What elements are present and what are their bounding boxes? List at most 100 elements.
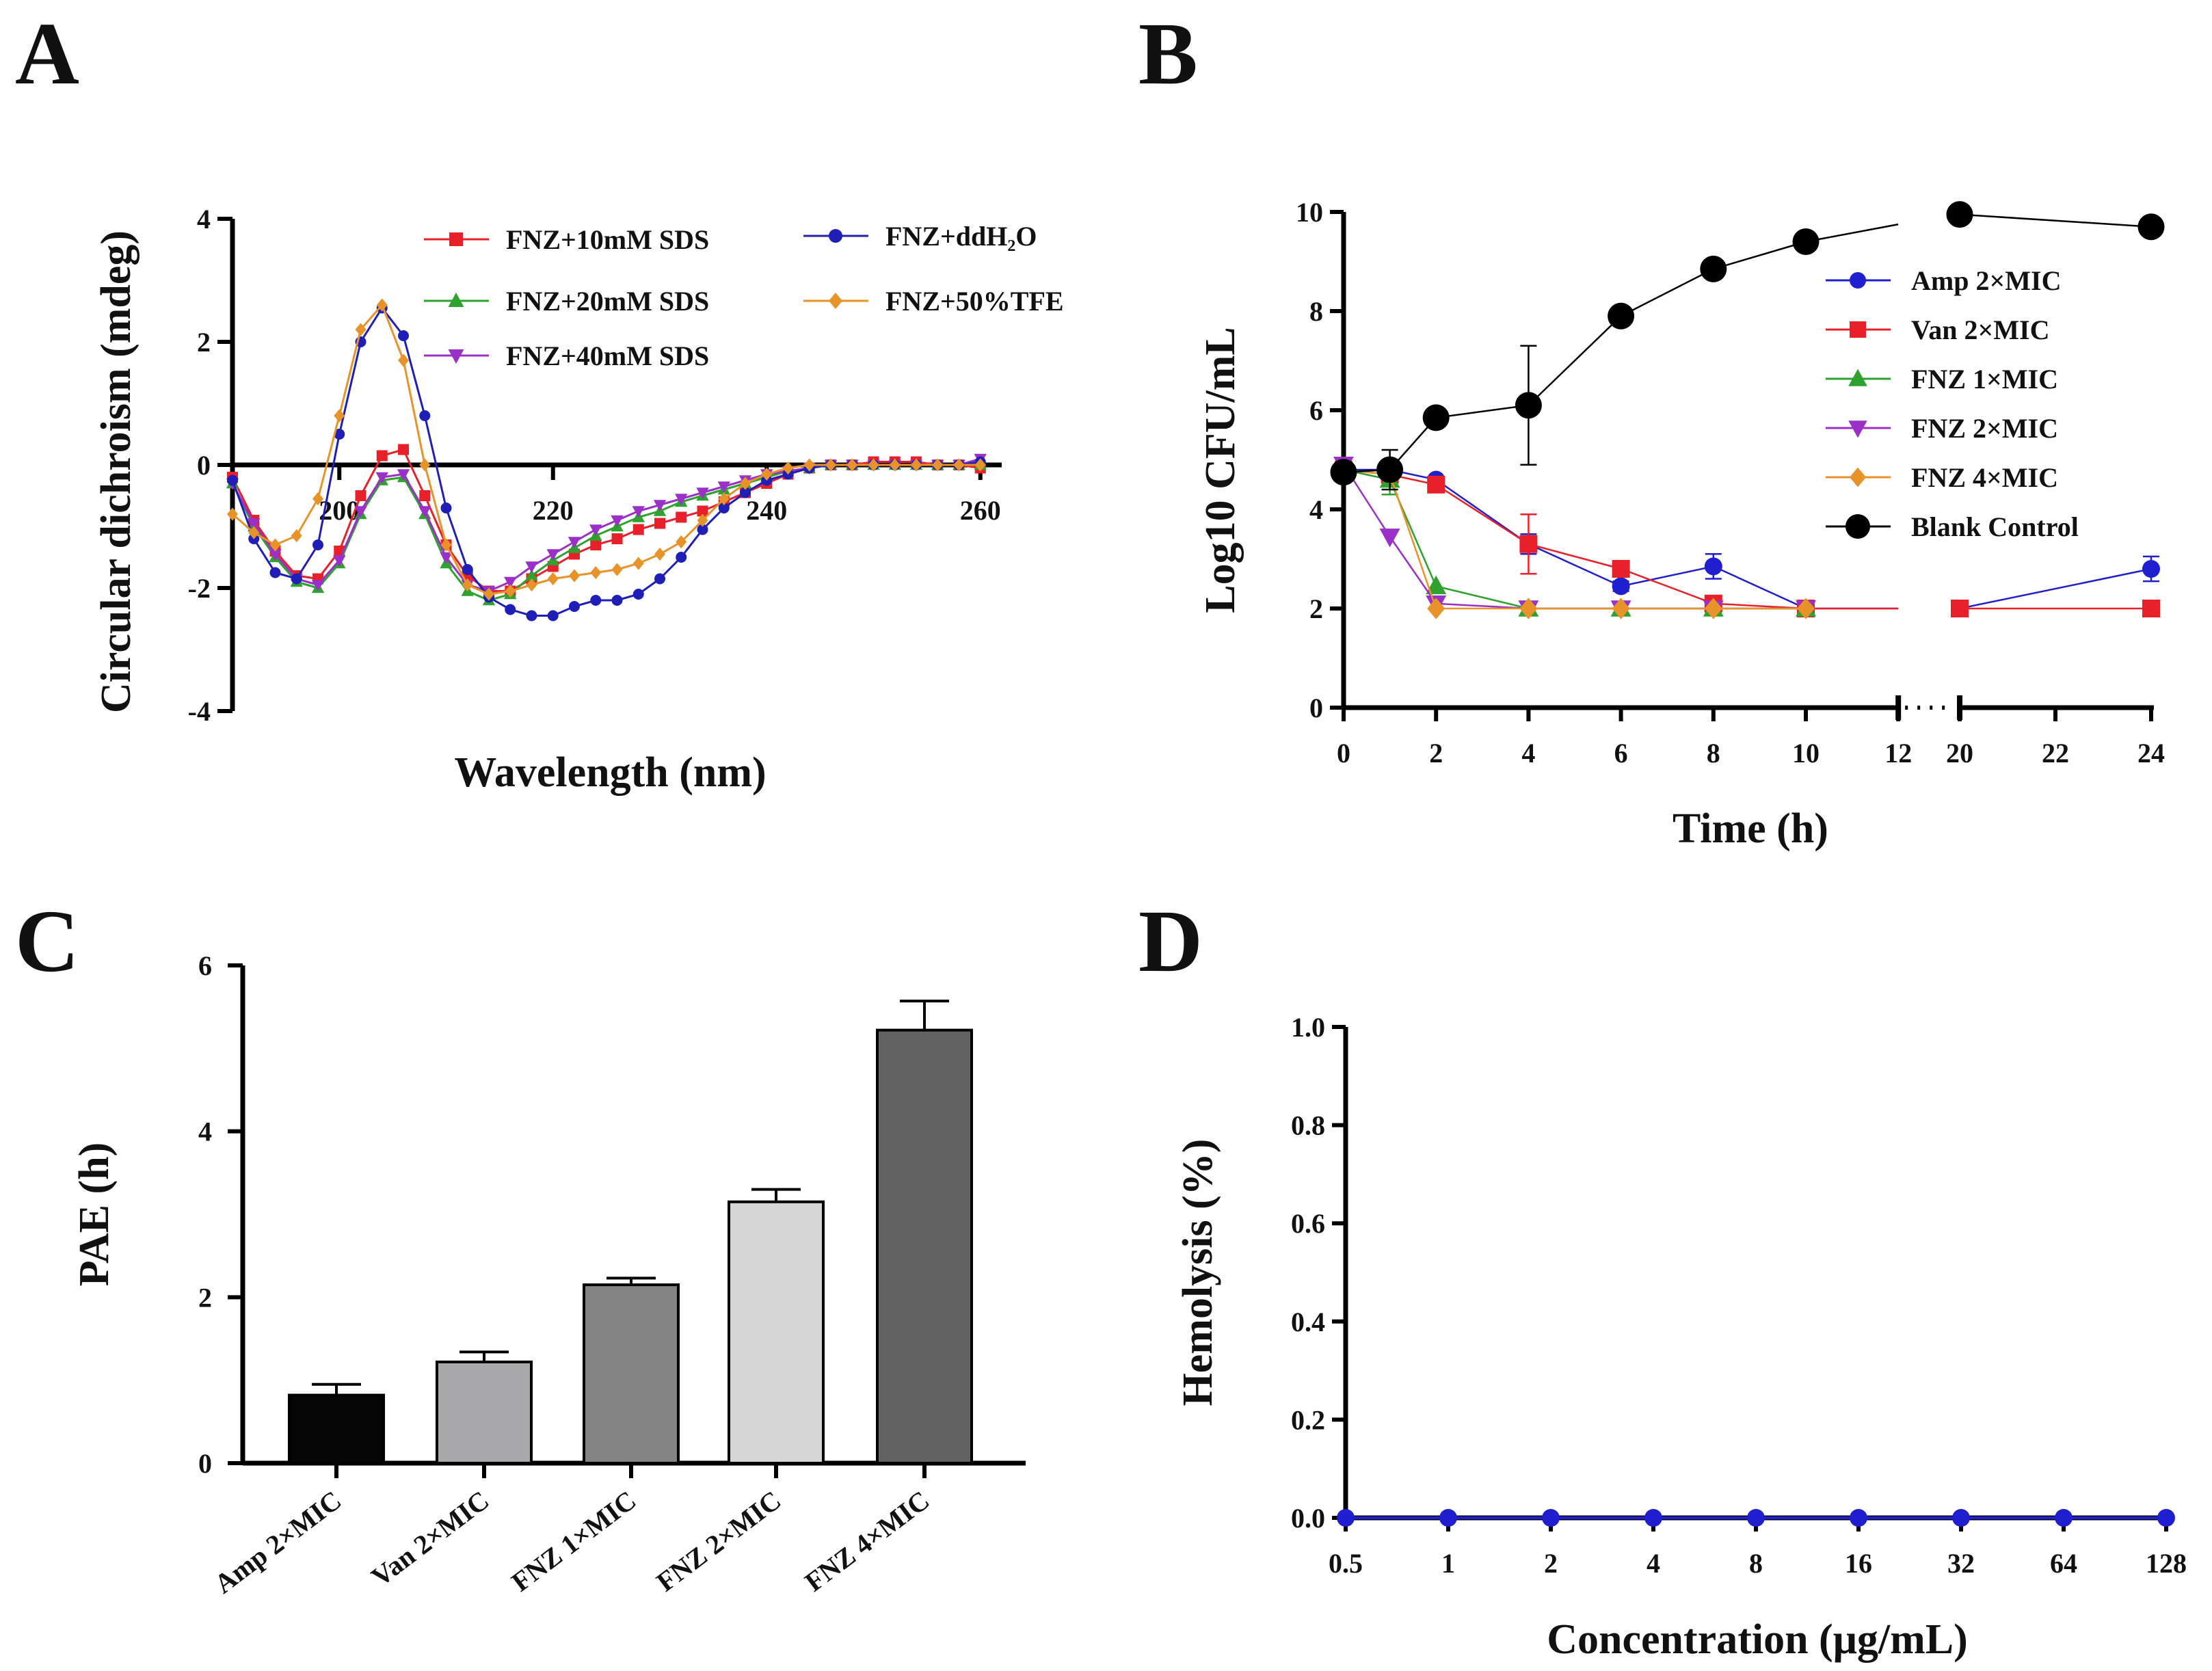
panel-d-point xyxy=(1644,1509,1662,1527)
panel-b-point-fnz-4-mic xyxy=(1612,598,1630,619)
panel-letter-a: A xyxy=(15,5,79,103)
panel-a-point-fnz-50-tfe xyxy=(569,569,580,583)
panel-b-point-van-2-mic xyxy=(1519,535,1538,553)
panel-a-point-fnz-50-tfe xyxy=(611,563,623,576)
panel-d-x-tick-label: 0.5 xyxy=(1329,1548,1363,1579)
panel-b-point-van-2-mic xyxy=(1612,560,1630,578)
panel-b-point-blank-control xyxy=(1700,255,1727,282)
panel-b-point-blank-control xyxy=(1608,302,1635,330)
panel-d-x-tick-label: 8 xyxy=(1749,1548,1763,1579)
panel-a-point-fnz-40mm-sds xyxy=(589,524,602,537)
panel-d-point xyxy=(1542,1509,1560,1527)
panel-d-x-tick-label: 32 xyxy=(1947,1548,1975,1579)
panel-a-point-fnz-50-tfe xyxy=(248,526,260,539)
panel-a-point-fnz-40mm-sds xyxy=(248,518,261,531)
panel-d-y-title: Hemolysis (%) xyxy=(1175,1139,1221,1406)
panel-c-x-tick-label: FNZ 2×MIC xyxy=(651,1484,787,1597)
panel-b-x-tick-label: 12 xyxy=(1884,738,1912,768)
panel-a-point-fnz-40mm-sds xyxy=(546,549,559,561)
panel-a-legend-label: FNZ+10mM SDS xyxy=(506,224,709,255)
panel-a-point-fnz-50-tfe xyxy=(269,538,281,552)
panel-b-point-van-2-mic xyxy=(2142,600,2160,617)
panel-a-legend-label: FNZ+20mM SDS xyxy=(506,286,709,317)
panel-a-point-fnz-40mm-sds xyxy=(269,549,282,561)
panel-a-point-fnz-ddh-o xyxy=(526,610,537,621)
panel-d-y-tick-label: 0.4 xyxy=(1291,1307,1325,1337)
panel-b-point-fnz-4-mic xyxy=(1704,598,1722,619)
panel-letter-c: C xyxy=(15,892,79,991)
panel-b-legend-marker xyxy=(1848,369,1867,386)
panel-b-series-line-blank-control xyxy=(1343,223,1899,473)
panel-a-point-fnz-50-tfe xyxy=(291,529,302,543)
panel-a-point-fnz-40mm-sds xyxy=(418,506,431,518)
panel-c-bar-van-2-mic xyxy=(436,1360,533,1465)
panel-a-point-fnz-50-tfe xyxy=(312,492,323,506)
panel-a-point-fnz-40mm-sds xyxy=(354,506,367,518)
panel-b-point-van-2-mic xyxy=(1951,600,1969,617)
panel-b-point-amp-2-mic xyxy=(2142,560,2160,578)
panel-b-legend-label: Blank Control xyxy=(1911,511,2079,542)
panel-a-point-fnz-40mm-sds xyxy=(397,469,410,481)
panel-b-x-tick-label: 4 xyxy=(1521,738,1535,768)
panel-a-point-fnz-10mm-sds xyxy=(419,490,431,501)
panel-a-point-fnz-50-tfe xyxy=(547,572,559,586)
panel-d-point xyxy=(1952,1509,1970,1527)
panel-b-x-tick-label: 0 xyxy=(1337,738,1350,768)
panel-b-point-van-2-mic xyxy=(1427,475,1445,494)
panel-b-legend-marker xyxy=(1850,467,1866,487)
panel-a-point-fnz-40mm-sds xyxy=(632,506,645,518)
panel-a-point-fnz-50-tfe xyxy=(654,547,665,561)
panel-a-point-fnz-50-tfe xyxy=(697,513,708,527)
panel-a-point-fnz-50-tfe xyxy=(847,458,858,472)
panel-b-y-tick-label: 10 xyxy=(1296,197,1323,228)
panel-b-legend-marker xyxy=(1845,514,1870,539)
panel-a-x-title: Wavelength (nm) xyxy=(454,749,766,796)
panel-c-bar-fnz-4-mic xyxy=(876,1028,973,1465)
panel-d-point xyxy=(2157,1509,2175,1527)
panel-d-y-tick-label: 1.0 xyxy=(1291,1012,1325,1043)
panel-b-point-fnz-4-mic xyxy=(1797,598,1815,619)
panel-a-point-fnz-50-tfe xyxy=(632,557,644,570)
panel-a-legend-label: FNZ+50%TFE xyxy=(885,286,1064,317)
panel-b-point-fnz-4-mic xyxy=(1427,598,1445,619)
panel-a-legend-label: FNZ+40mM SDS xyxy=(506,340,709,371)
panel-a-point-fnz-40mm-sds xyxy=(504,576,517,589)
panel-b-series-line-fnz-4-mic xyxy=(1343,468,1806,610)
panel-b-legend-label: FNZ 1×MIC xyxy=(1911,364,2058,395)
panel-a-point-fnz-40mm-sds xyxy=(333,555,346,567)
panel-d-x-tick-label: 4 xyxy=(1647,1548,1660,1579)
panel-a-legend-marker xyxy=(829,293,842,309)
panel-b-y-tick-label: 2 xyxy=(1309,593,1323,624)
panel-d-x-tick-label: 64 xyxy=(2050,1548,2077,1579)
panel-a-point-fnz-50-tfe xyxy=(868,458,879,472)
panel-b-series-line-blank-control xyxy=(1959,213,2152,228)
panel-a-point-fnz-ddh-o xyxy=(334,429,345,440)
panel-a-x-tick-label: 260 xyxy=(960,495,1001,526)
panel-a-point-fnz-50-tfe xyxy=(334,409,345,423)
panel-a-point-fnz-ddh-o xyxy=(676,552,687,563)
panel-a-point-fnz-40mm-sds xyxy=(311,580,325,592)
panel-a-point-fnz-10mm-sds xyxy=(376,450,388,462)
panel-a-point-fnz-50-tfe xyxy=(227,507,238,521)
panel-b-legend-label: FNZ 4×MIC xyxy=(1911,462,2058,493)
panel-d-point xyxy=(2055,1509,2073,1527)
panel-a-y-tick-label: 2 xyxy=(197,327,211,358)
panel-d-y-tick-label: 0.6 xyxy=(1291,1208,1325,1239)
panel-d-point xyxy=(1337,1509,1355,1527)
panel-b-x-tick-label: 8 xyxy=(1707,738,1720,768)
panel-a-point-fnz-50-tfe xyxy=(526,578,537,592)
panel-a-point-fnz-50-tfe xyxy=(932,458,944,472)
panel-b-legend-marker xyxy=(1848,420,1867,438)
panel-b-x-tick-label: 20 xyxy=(1946,738,1973,768)
panel-a-y-tick-label: -4 xyxy=(188,696,211,727)
panel-a-legend-marker xyxy=(448,349,464,364)
panel-b-x-tick-label: 22 xyxy=(2042,738,2069,768)
panel-a-point-fnz-ddh-o xyxy=(718,503,730,513)
panel-a-point-fnz-ddh-o xyxy=(611,595,623,606)
panel-a-series-line-fnz-20mm-sds xyxy=(231,464,981,602)
panel-c-x-tick-label: Van 2×MIC xyxy=(366,1484,495,1592)
panel-b-point-fnz-4-mic xyxy=(1519,598,1538,619)
panel-c-y-title: PAE (h) xyxy=(71,1142,118,1287)
panel-b-y-tick-label: 6 xyxy=(1309,395,1323,426)
